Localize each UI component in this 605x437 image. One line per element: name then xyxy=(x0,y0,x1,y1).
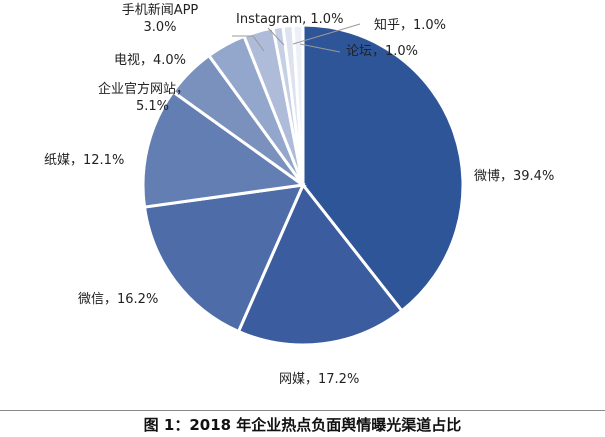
data-label-6: 电视，4.0% xyxy=(114,53,186,68)
figure-caption: 图 1：2018 年企业热点负面舆情曝光渠道占比 xyxy=(143,416,462,434)
data-label-9: 知乎，1.0% xyxy=(374,17,446,33)
data-label-5: 企业官方网站， 5.1% xyxy=(98,81,189,114)
data-label-1: 微博，39.4% xyxy=(474,169,554,184)
data-label-10: 论坛，1.0% xyxy=(346,44,418,59)
data-label-7: 手机新闻APP 3.0% xyxy=(122,2,199,35)
pie-slice-1 xyxy=(301,23,465,313)
data-label-4: 纸媒，12.1% xyxy=(44,153,124,168)
leader-line-8 xyxy=(267,27,285,46)
pie-slice-3 xyxy=(142,183,306,334)
leader-line-10 xyxy=(299,43,341,53)
pie-slice-10 xyxy=(291,23,305,186)
caption-divider xyxy=(0,410,605,411)
data-label-8: Instagram, 1.0% xyxy=(236,12,343,27)
leader-line-7 xyxy=(232,35,265,52)
data-label-3: 微信，16.2% xyxy=(78,292,158,307)
leader-line-9 xyxy=(292,23,361,45)
pie-chart: 微博，39.4% 网媒，17.2% 微信，16.2% 纸媒，12.1% 企业官方网站， 5… xyxy=(44,2,554,387)
pie-slice-4 xyxy=(141,89,307,209)
data-label-2: 网媒，17.2% xyxy=(279,372,359,387)
pie-slice-2 xyxy=(236,182,404,347)
